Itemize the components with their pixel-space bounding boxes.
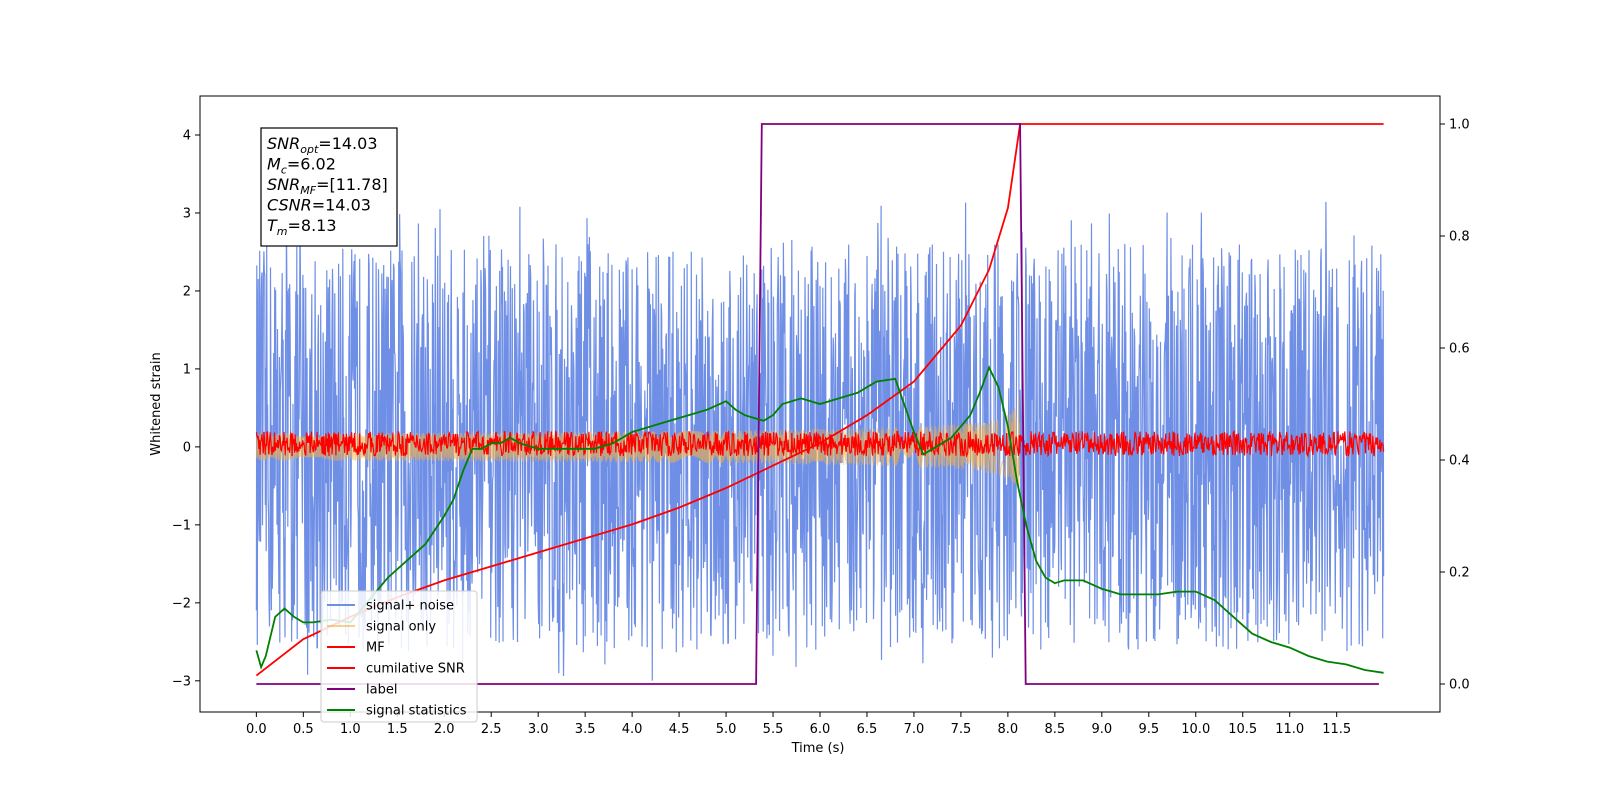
series-mf [255,429,1385,459]
y-tick-label-right: 0.4 [1449,454,1470,469]
x-tick-label: 9.0 [1091,722,1112,737]
axis-ticks: 0.0 0.5 1.0 1.5 2.0 2.5 3.0 3.5 4.0 4.5 5.0 5.5 6.0 6… [172,118,1470,738]
y-tick-label-left: 0 [183,440,191,455]
y-tick-label-right: 0.8 [1449,230,1470,245]
x-tick-label: 10.0 [1181,722,1210,737]
x-tick-label: 6.0 [810,722,831,737]
x-tick-label: 8.0 [998,722,1019,737]
x-tick-label: 2.0 [434,722,455,737]
x-tick-label: 3.5 [575,722,596,737]
annotation-line: SNRopt=14.03 [267,134,378,156]
legend: signal+ noise signal only MF cumilative SNR… [320,590,478,723]
annotation-frame [260,127,398,247]
x-tick-label: 7.5 [951,722,972,737]
annotation-box: SNRopt=14.03Mc=6.02SNRMF=[11.78]CSNR=14.… [260,127,398,247]
y-tick-label-right: 1.0 [1449,118,1470,133]
y-tick-label-left: 4 [183,128,191,143]
y-tick-label-left: 3 [183,206,191,221]
x-tick-label: 0.5 [293,722,314,737]
y-tick-label-right: 0.2 [1449,566,1470,581]
x-tick-label: 5.5 [763,722,784,737]
x-tick-label: 10.5 [1228,722,1257,737]
series-signal-noise [255,201,1385,681]
legend-entry: signal only [366,620,436,635]
x-tick-label: 0.0 [246,722,267,737]
x-tick-label: 11.0 [1275,722,1304,737]
legend-entry: MF [366,641,385,656]
annotation-line: Tm=8.13 [267,216,337,238]
legend-entry: signal+ noise [366,599,454,614]
x-tick-label: 1.5 [387,722,408,737]
y-tick-label-left: −3 [172,674,191,689]
legend-frame [320,590,478,723]
series-label [256,123,1379,685]
x-tick-label: 9.5 [1138,722,1159,737]
legend-entry: label [366,683,397,698]
x-tick-label: 7.0 [904,722,925,737]
legend-entry: cumilative SNR [366,662,465,677]
y-tick-label-left: 2 [183,284,191,299]
x-tick-label: 1.0 [340,722,361,737]
series-signal-statistics [255,365,1384,674]
x-tick-label: 4.0 [622,722,643,737]
x-tick-label: 4.5 [669,722,690,737]
annotation-line: CSNR=14.03 [267,196,371,215]
legend-entry: signal statistics [366,704,467,719]
y-tick-label-left: −1 [172,518,191,533]
x-tick-label: 3.0 [528,722,549,737]
x-tick-label: 11.5 [1322,722,1351,737]
y-tick-label-left: −2 [172,596,191,611]
annotation-line: Mc=6.02 [267,155,336,177]
x-tick-label: 2.5 [481,722,502,737]
x-tick-label: 5.0 [716,722,737,737]
y-axis-label: Whitened strain [149,352,164,455]
x-tick-label: 8.5 [1045,722,1066,737]
y-tick-label-right: 0.0 [1449,678,1470,693]
annotation-line: SNRMF=[11.78] [267,175,388,197]
y-tick-label-right: 0.6 [1449,342,1470,357]
y-tick-label-left: 1 [183,362,191,377]
x-tick-label: 6.5 [857,722,878,737]
x-axis-label: Time (s) [791,741,845,756]
